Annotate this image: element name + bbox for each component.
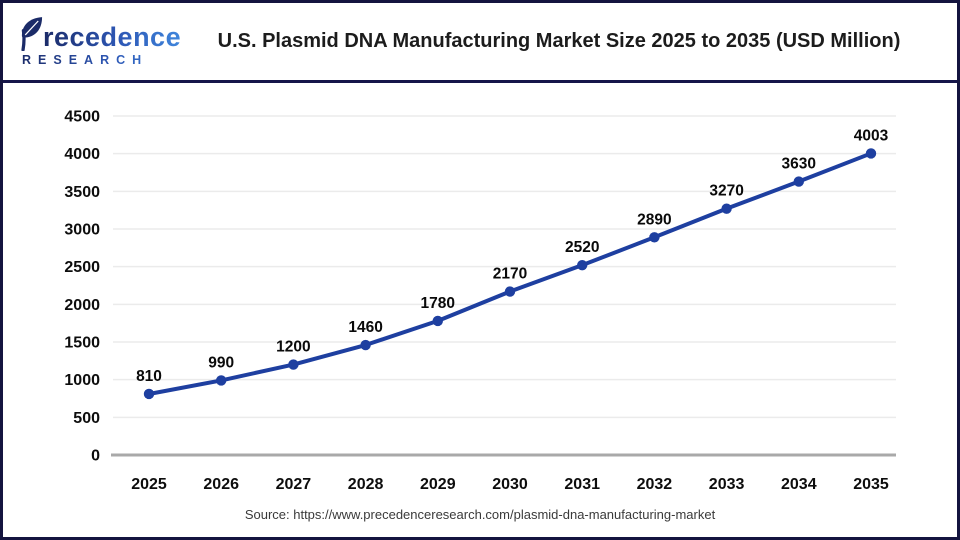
- x-axis-tick-label: 2032: [637, 476, 673, 493]
- data-point-label: 990: [208, 354, 234, 371]
- data-point-label: 3270: [709, 183, 743, 200]
- data-point-label: 1780: [421, 295, 455, 312]
- y-axis-tick-label: 4000: [64, 146, 100, 163]
- x-axis-tick-label: 2029: [420, 476, 456, 493]
- data-point-label: 2170: [493, 266, 527, 283]
- y-axis-tick-label: 3500: [64, 184, 100, 201]
- data-point-marker: [649, 232, 660, 243]
- data-point-label: 1460: [348, 319, 382, 336]
- data-point-marker: [793, 176, 804, 187]
- chart-title: U.S. Plasmid DNA Manufacturing Market Si…: [217, 30, 901, 52]
- x-axis-tick-label: 2026: [203, 476, 239, 493]
- x-axis-tick-label: 2033: [709, 476, 745, 493]
- x-axis-tick-label: 2031: [564, 476, 600, 493]
- data-point-label: 810: [136, 368, 162, 385]
- data-point-marker: [360, 339, 371, 351]
- data-point-marker: [865, 148, 877, 159]
- leaf-icon: [21, 17, 43, 52]
- data-point-marker: [432, 315, 443, 327]
- x-axis-tick-label: 2028: [348, 476, 384, 493]
- source-attribution: Source: https://www.precedenceresearch.c…: [244, 507, 716, 522]
- x-axis-tick-label: 2025: [131, 476, 167, 493]
- data-point-label: 2520: [565, 239, 599, 256]
- logo-subtitle-text: RESEARCH: [19, 54, 187, 67]
- y-axis-tick-label: 1000: [64, 372, 100, 389]
- data-point-marker: [504, 286, 516, 297]
- data-point-marker: [288, 359, 299, 370]
- y-axis-tick-label: 1500: [64, 335, 100, 352]
- y-axis-tick-label: 500: [73, 410, 100, 427]
- market-line-chart: 0 500 1000 1500 2000 2500 3000 3500 4000 4500 2025…: [64, 109, 896, 493]
- y-axis-tick-label: 4500: [64, 109, 100, 126]
- data-point-label: 3630: [782, 156, 816, 173]
- y-axis-tick-label: 0: [91, 448, 100, 465]
- logo-brand-text: recedence: [43, 22, 182, 53]
- x-axis-tick-label: 2034: [781, 476, 817, 493]
- logo-brand-row: recedence: [19, 16, 187, 53]
- data-point-marker: [721, 203, 732, 214]
- data-point-marker: [143, 388, 155, 400]
- data-point-marker: [577, 259, 588, 271]
- data-point-label: 4003: [854, 127, 889, 144]
- figure-header: recedence RESEARCH U.S. Plasmid DNA Manu…: [3, 3, 957, 83]
- x-axis-tick-label: 2035: [853, 476, 889, 493]
- x-axis-tick-label: 2030: [492, 476, 528, 493]
- data-point-marker: [216, 375, 227, 386]
- data-point-label: 2890: [637, 211, 671, 228]
- precedence-research-logo: recedence RESEARCH: [19, 16, 187, 67]
- data-point-label: 1200: [276, 339, 310, 356]
- y-axis-tick-label: 2000: [64, 297, 100, 314]
- x-axis-tick-label: 2027: [276, 476, 312, 493]
- y-axis-tick-label: 3000: [64, 222, 100, 239]
- y-axis-tick-label: 2500: [64, 259, 100, 276]
